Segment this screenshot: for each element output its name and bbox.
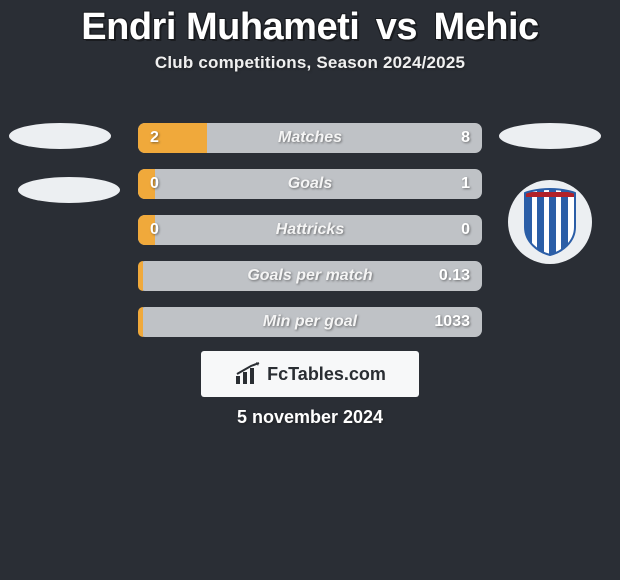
stat-fill [138,123,207,153]
stat-right-value: 1033 [434,307,470,337]
stat-right-value: 0.13 [439,261,470,291]
stat-fill [138,307,143,337]
stat-label: Hattricks [138,215,482,245]
comparison-card: Endri Muhameti vs Mehic Club competition… [0,0,620,580]
brand-chart-icon [234,362,262,386]
player1-club-badge-2 [18,177,120,203]
player2-name: Mehic [434,6,539,49]
stat-label: Goals [138,169,482,199]
stat-bar: Min per goal1033 [138,307,482,337]
stats-section: 2Matches80Goals10Hattricks0Goals per mat… [138,123,482,353]
stat-bar: Goals per match0.13 [138,261,482,291]
stat-fill [138,261,143,291]
player2-club-badge-2 [508,180,592,264]
player2-club-badge-1 [499,123,601,149]
stat-fill [138,215,155,245]
stat-bar: 0Goals1 [138,169,482,199]
stat-bar: 0Hattricks0 [138,215,482,245]
player1-club-badge-1 [9,123,111,149]
subtitle: Club competitions, Season 2024/2025 [0,53,620,73]
stat-bar: 2Matches8 [138,123,482,153]
stat-right-value: 0 [461,215,470,245]
vs-label: vs [376,6,417,49]
stat-right-value: 1 [461,169,470,199]
stat-fill [138,169,155,199]
striped-shield-icon [520,187,580,257]
stat-label: Goals per match [138,261,482,291]
brand-text: FcTables.com [267,364,386,385]
title-row: Endri Muhameti vs Mehic [0,0,620,49]
player1-name: Endri Muhameti [81,6,359,49]
branding-box: FcTables.com [201,351,419,397]
stat-label: Min per goal [138,307,482,337]
stat-right-value: 8 [461,123,470,153]
date-text: 5 november 2024 [0,407,620,428]
